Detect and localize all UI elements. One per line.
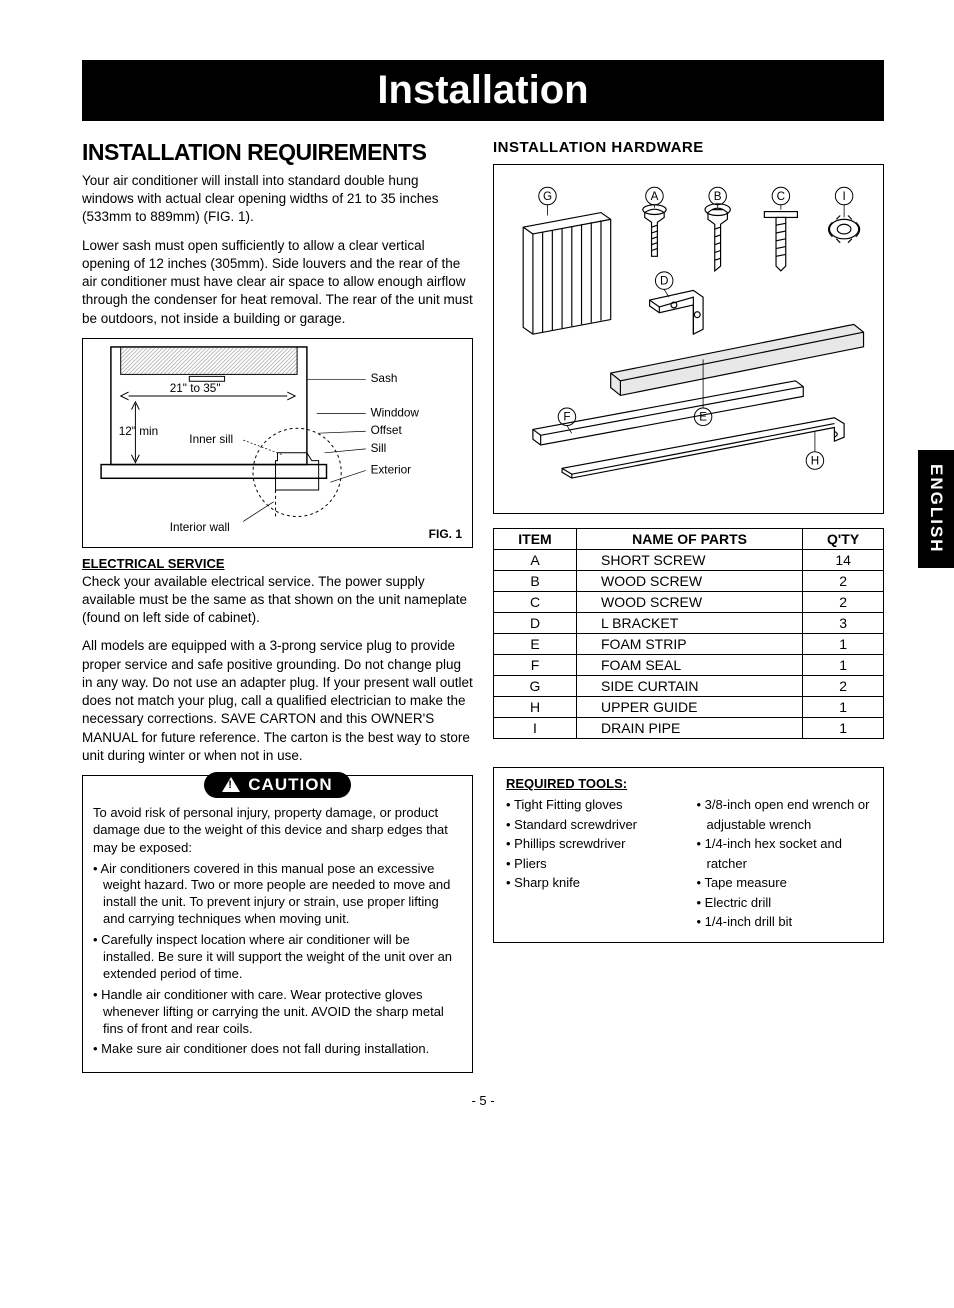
tool-item: Standard screwdriver [506,815,681,835]
cell-item: A [494,550,577,571]
tool-item: 3/8-inch open end wrench or adjustable w… [697,795,872,834]
cell-qty: 1 [803,655,884,676]
cell-qty: 2 [803,571,884,592]
electrical-para-2: All models are equipped with a 3-prong s… [82,637,473,765]
fig1-exterior-label: Exterior [371,463,412,476]
hw-label-g: G [543,190,552,203]
fig1-sill-label: Sill [371,442,387,455]
cell-item: F [494,655,577,676]
cell-name: L BRACKET [577,613,803,634]
table-row: GSIDE CURTAIN2 [494,676,884,697]
tools-col-1: Tight Fitting glovesStandard screwdriver… [506,795,681,932]
table-row: ASHORT SCREW14 [494,550,884,571]
hw-label-c: C [777,190,785,203]
page: Installation INSTALLATION REQUIREMENTS Y… [0,0,954,1128]
cell-qty: 14 [803,550,884,571]
tools-col-2: 3/8-inch open end wrench or adjustable w… [697,795,872,932]
electrical-heading: ELECTRICAL SERVICE [82,556,473,571]
parts-table: ITEM NAME OF PARTS Q'TY ASHORT SCREW14BW… [493,528,884,739]
figure-1-caption: FIG. 1 [429,527,462,541]
parts-th-name: NAME OF PARTS [577,529,803,550]
table-row: BWOOD SCREW2 [494,571,884,592]
tool-item: Phillips screwdriver [506,834,681,854]
caution-item: Make sure air conditioner does not fall … [93,1041,462,1058]
left-column: INSTALLATION REQUIREMENTS Your air condi… [82,139,473,1073]
table-row: EFOAM STRIP1 [494,634,884,655]
table-row: HUPPER GUIDE1 [494,697,884,718]
hardware-diagram: G A B C I D F E H [493,164,884,514]
warning-icon [222,777,240,792]
fig1-height-label: 12" min [119,425,158,438]
figure-1-svg: 21" to 35" 12" min Sash Win [89,345,466,541]
hw-label-d: D [660,275,668,288]
cell-qty: 2 [803,676,884,697]
hardware-svg: G A B C I D F E H [494,165,883,513]
requirements-para-1: Your air conditioner will install into s… [82,172,473,227]
table-row: CWOOD SCREW2 [494,592,884,613]
cell-item: G [494,676,577,697]
cell-item: D [494,613,577,634]
cell-qty: 1 [803,697,884,718]
cell-item: H [494,697,577,718]
tool-item: 1/4-inch hex socket and ratcher [697,834,872,873]
fig1-interior-label: Interior wall [170,521,230,534]
fig1-width-label: 21" to 35" [170,382,221,395]
cell-name: DRAIN PIPE [577,718,803,739]
requirements-para-2: Lower sash must open sufficiently to all… [82,237,473,328]
tool-item: Electric drill [697,893,872,913]
cell-item: I [494,718,577,739]
cell-qty: 2 [803,592,884,613]
hw-label-a: A [651,190,659,203]
cell-item: C [494,592,577,613]
fig1-innersill-label: Inner sill [189,433,233,446]
table-row: IDRAIN PIPE1 [494,718,884,739]
cell-item: B [494,571,577,592]
tool-item: Tight Fitting gloves [506,795,681,815]
table-row: DL BRACKET3 [494,613,884,634]
caution-item: Air conditioners covered in this manual … [93,861,462,929]
hw-label-f: F [563,411,570,424]
caution-intro: To avoid risk of personal injury, proper… [93,804,462,857]
right-column: INSTALLATION HARDWARE G A B C I D F E H [493,139,884,1073]
caution-pill: CAUTION [204,772,350,798]
hw-label-b: B [714,190,722,203]
cell-name: FOAM SEAL [577,655,803,676]
cell-name: SHORT SCREW [577,550,803,571]
caution-list: Air conditioners covered in this manual … [93,861,462,1059]
parts-th-qty: Q'TY [803,529,884,550]
hw-label-e: E [699,411,707,424]
cell-name: FOAM STRIP [577,634,803,655]
hardware-heading: INSTALLATION HARDWARE [493,139,884,156]
tool-item: Pliers [506,854,681,874]
figure-1: 21" to 35" 12" min Sash Win [82,338,473,548]
hw-label-i: I [842,190,845,203]
table-row: FFOAM SEAL1 [494,655,884,676]
fig1-sash-label: Sash [371,372,398,385]
fig1-offset-label: Offset [371,424,403,437]
cell-name: WOOD SCREW [577,571,803,592]
caution-box: CAUTION To avoid risk of personal injury… [82,775,473,1073]
tools-box: REQUIRED TOOLS: Tight Fitting glovesStan… [493,767,884,943]
caution-item: Handle air conditioner with care. Wear p… [93,987,462,1038]
tool-item: Tape measure [697,873,872,893]
section-heading-requirements: INSTALLATION REQUIREMENTS [82,139,473,166]
fig1-window-label: Winddow [371,406,420,419]
hw-label-h: H [811,454,819,467]
cell-name: WOOD SCREW [577,592,803,613]
cell-qty: 1 [803,718,884,739]
tool-item: 1/4-inch drill bit [697,912,872,932]
cell-qty: 1 [803,634,884,655]
page-number: - 5 - [82,1093,884,1108]
tools-heading: REQUIRED TOOLS: [506,776,871,791]
tool-item: Sharp knife [506,873,681,893]
electrical-para-1: Check your available electrical service.… [82,573,473,628]
main-title: Installation [82,60,884,121]
caution-item: Carefully inspect location where air con… [93,932,462,983]
cell-name: SIDE CURTAIN [577,676,803,697]
cell-qty: 3 [803,613,884,634]
cell-name: UPPER GUIDE [577,697,803,718]
parts-th-item: ITEM [494,529,577,550]
caution-label: CAUTION [248,775,332,795]
cell-item: E [494,634,577,655]
